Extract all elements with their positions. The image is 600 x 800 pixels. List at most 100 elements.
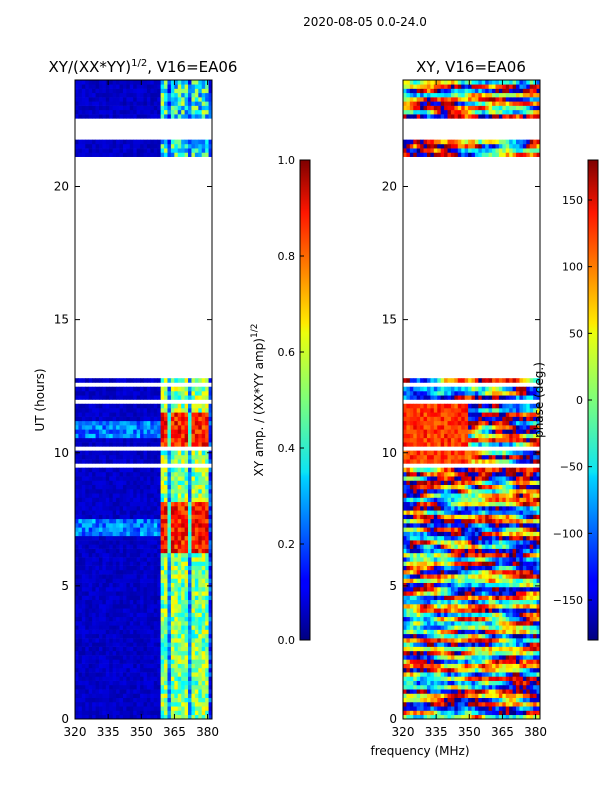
heatmap-cell xyxy=(409,638,414,643)
heatmap-cell xyxy=(174,386,179,392)
heatmap-cell xyxy=(95,518,100,524)
heatmap-cell xyxy=(167,621,172,626)
heatmap-cell xyxy=(464,599,469,605)
heatmap-cell xyxy=(92,544,96,549)
heatmap-cell xyxy=(498,578,503,583)
heatmap-cell xyxy=(116,493,120,498)
heatmap-cell xyxy=(181,139,185,145)
heatmap-cell xyxy=(81,442,86,447)
heatmap-cell xyxy=(160,101,165,106)
heatmap-cell xyxy=(181,92,185,98)
heatmap-cell xyxy=(136,586,141,592)
heatmap-cell xyxy=(92,480,96,485)
heatmap-cell xyxy=(78,621,83,626)
heatmap-cell xyxy=(170,616,175,622)
heatmap-cell xyxy=(174,433,179,439)
heatmap-cell xyxy=(116,565,120,571)
heatmap-cell xyxy=(122,114,127,119)
heatmap-cell xyxy=(133,595,138,601)
heatmap-cell xyxy=(450,710,455,716)
heatmap-cell xyxy=(119,476,124,481)
heatmap-cell xyxy=(98,433,103,439)
heatmap-cell xyxy=(102,488,107,494)
heatmap-cell xyxy=(109,518,114,524)
heatmap-cell xyxy=(136,680,141,686)
heatmap-cell xyxy=(133,672,138,677)
heatmap-cell xyxy=(140,659,144,664)
heatmap-cell xyxy=(133,152,138,157)
heatmap-cell xyxy=(188,501,192,507)
heatmap-cell xyxy=(170,638,175,643)
heatmap-cell xyxy=(519,578,524,583)
heatmap-cell xyxy=(105,625,110,630)
heatmap-cell xyxy=(474,693,479,698)
heatmap-cell xyxy=(81,518,86,524)
heatmap-cell xyxy=(136,621,141,626)
heatmap-cell xyxy=(157,689,162,694)
heatmap-cell xyxy=(416,586,421,592)
heatmap-cell xyxy=(102,518,107,524)
heatmap-cell xyxy=(75,608,79,613)
heatmap-cell xyxy=(191,518,196,524)
heatmap-cell xyxy=(492,621,496,626)
heatmap-cell xyxy=(536,608,541,613)
heatmap-cell xyxy=(105,148,110,153)
heatmap-cell xyxy=(184,518,189,524)
heatmap-cell xyxy=(526,684,531,690)
heatmap-cell xyxy=(170,582,175,588)
heatmap-cell xyxy=(177,514,182,520)
heatmap-cell xyxy=(208,412,213,417)
heatmap-cell xyxy=(133,420,138,426)
heatmap-cell xyxy=(133,642,138,647)
heatmap-cell xyxy=(133,143,138,149)
heatmap-cell xyxy=(167,672,172,677)
heatmap-cell xyxy=(116,544,120,549)
heatmap-cell xyxy=(450,663,455,669)
heatmap-cell xyxy=(440,701,445,707)
heatmap-cell xyxy=(102,655,107,660)
heatmap-cell xyxy=(122,403,127,409)
heatmap-cell xyxy=(198,143,203,149)
heatmap-cell xyxy=(116,527,120,532)
heatmap-cell xyxy=(516,646,520,652)
heatmap-cell xyxy=(409,578,414,583)
heatmap-cell xyxy=(423,655,428,660)
heatmap-cell xyxy=(522,655,527,660)
heatmap-cell xyxy=(194,582,199,588)
heatmap-cell xyxy=(112,459,117,464)
heatmap-cell xyxy=(92,655,96,660)
heatmap-cell xyxy=(519,701,524,707)
heatmap-cell xyxy=(181,689,185,694)
heatmap-cell xyxy=(198,501,203,507)
heatmap-cell xyxy=(157,497,162,503)
heatmap-cell xyxy=(160,552,165,558)
heatmap-cell xyxy=(85,527,90,532)
heatmap-cell xyxy=(447,612,452,618)
heatmap-cell xyxy=(164,663,168,669)
heatmap-cell xyxy=(95,684,100,690)
heatmap-cell xyxy=(157,395,162,400)
heatmap-cell xyxy=(174,591,179,596)
heatmap-cell xyxy=(81,497,86,503)
heatmap-cell xyxy=(119,633,124,639)
heatmap-cell xyxy=(519,612,524,618)
heatmap-cell xyxy=(181,390,185,396)
heatmap-cell xyxy=(119,591,124,596)
heatmap-cell xyxy=(81,88,86,94)
heatmap-cell xyxy=(119,467,124,473)
heatmap-cell xyxy=(474,680,479,686)
heatmap-cell xyxy=(92,442,96,447)
heatmap-cell xyxy=(174,416,179,422)
heatmap-cell xyxy=(109,676,114,681)
heatmap-cell xyxy=(105,557,110,562)
heatmap-cell xyxy=(157,680,162,686)
heatmap-cell xyxy=(485,625,490,630)
heatmap-cell xyxy=(116,420,120,426)
heatmap-cell xyxy=(191,442,196,447)
heatmap-cell xyxy=(184,501,189,507)
heatmap-cell xyxy=(181,569,185,575)
heatmap-cell xyxy=(136,420,141,426)
heatmap-cell xyxy=(112,437,117,443)
heatmap-cell xyxy=(194,706,199,711)
heatmap-cell xyxy=(167,480,172,485)
